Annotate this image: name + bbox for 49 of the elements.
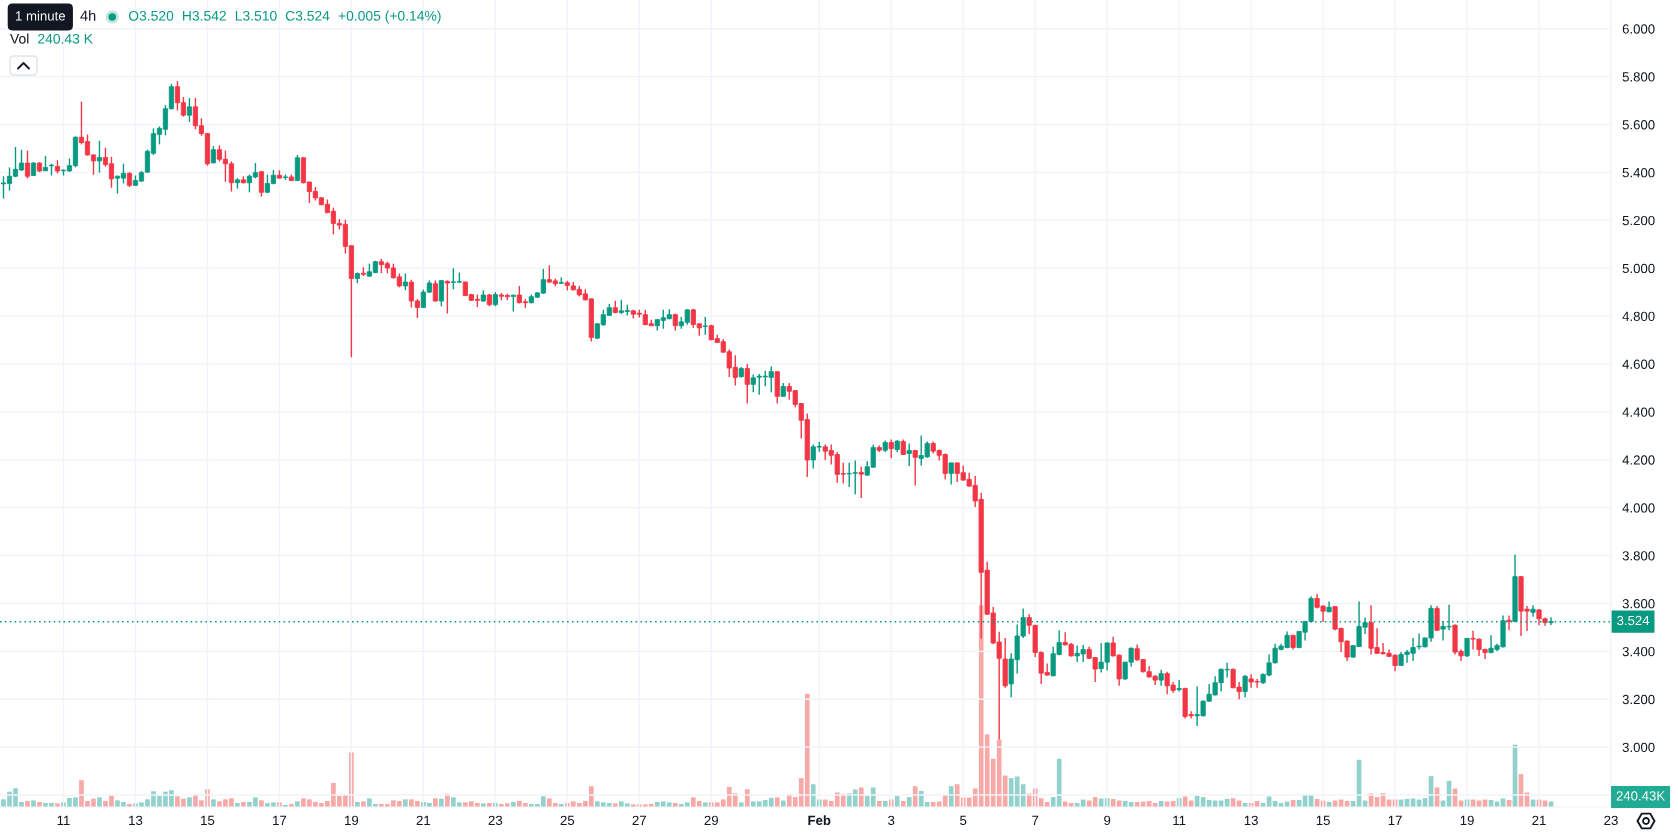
text: 4h [80,10,96,21]
text: 240.43K [1616,791,1666,801]
x-tick-label: 13 [1244,815,1258,826]
annotation: O3.520 [128,10,174,21]
y-tick-label: 3.600 [1622,599,1655,609]
x-tick-label: 3 [888,815,895,826]
y-tick-label: 4.800 [1622,311,1655,322]
y-tick-label: 5.600 [1622,120,1655,130]
x-tick-label: 7 [1032,815,1039,825]
x-tick-label: 23 [488,815,503,826]
annotation: 240.43 K [38,33,93,44]
x-tick-label: 25 [560,815,575,826]
y-tick-label: 6.000 [1622,24,1655,34]
annotation: Vol [10,33,29,44]
y-tick-label: 5.000 [1622,263,1655,274]
x-tick-label: 21 [416,815,431,825]
annotation: C3.524 [285,10,330,21]
x-tick-label: 5 [960,815,967,826]
annotation: +0.005 (+0.14%) [338,10,441,24]
y-tick-label: 4.400 [1622,407,1655,417]
x-tick-label: 23 [1604,815,1618,826]
x-tick-label: 21 [1532,815,1546,825]
annotation: H3.542 [183,10,226,21]
y-tick-label: 4.200 [1622,455,1655,465]
x-tick-label: 11 [1173,815,1186,825]
x-tick-label: 27 [632,815,646,825]
x-tick-label: 15 [1316,815,1330,826]
annotation: L3.510 [235,10,277,21]
y-tick-label: 3.800 [1622,551,1655,561]
x-tick-label: Feb [808,815,831,826]
x-tick-label: 9 [1104,815,1111,826]
y-tick-label: 4.600 [1622,359,1655,369]
annotation: 1 minute [16,10,66,21]
y-tick-label: 5.800 [1622,72,1655,82]
x-tick-label: 17 [1388,815,1402,825]
y-tick-label: 3.000 [1622,742,1655,753]
ref-line-label: 3.524 [1617,615,1650,626]
y-tick-label: 4.000 [1622,503,1655,513]
x-tick-label: 19 [1460,815,1474,826]
y-tick-label: 5.200 [1622,215,1655,226]
y-tick-label: 3.400 [1622,646,1655,657]
x-tick-label: 17 [273,815,287,825]
x-tick-label: 13 [129,815,143,826]
y-tick-label: 5.400 [1622,167,1655,178]
y-tick-label: 3.200 [1622,694,1655,705]
x-tick-label: 19 [345,815,359,826]
x-tick-label: 29 [704,815,718,826]
x-tick-label: 15 [201,815,215,826]
x-tick-label: 11 [57,815,70,825]
